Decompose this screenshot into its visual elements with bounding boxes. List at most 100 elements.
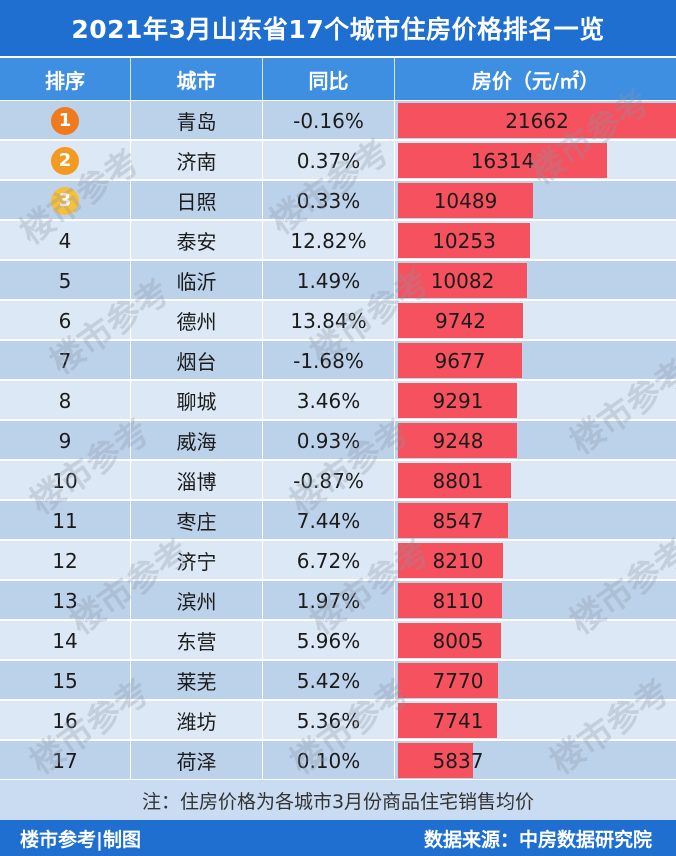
medal-badge-icon: 2 <box>51 146 79 175</box>
rank-cell: 10 <box>0 461 131 500</box>
table-row: 14 东营 5.96% 8005 <box>0 621 676 660</box>
table-row: 5 临沂 1.49% 10082 <box>0 261 676 300</box>
city-label: 东营 <box>131 621 263 660</box>
medal-badge-icon: 3 <box>51 186 79 215</box>
price-value-label: 7770 <box>432 668 484 693</box>
price-value-label: 8005 <box>432 628 484 653</box>
yoy-value: 5.36% <box>263 701 395 740</box>
rank-cell: 4 <box>0 221 131 260</box>
price-bar <box>398 103 676 138</box>
price-value-label: 8210 <box>432 548 484 573</box>
rank-cell: 13 <box>0 581 131 620</box>
price-bar <box>398 223 530 258</box>
price-value-label: 10082 <box>430 268 495 293</box>
rank-cell: 9 <box>0 421 131 460</box>
price-bar <box>398 383 517 418</box>
price-bar <box>398 703 497 738</box>
footnote: 注：住房价格为各城市3月份商品住宅销售均价 <box>0 780 676 820</box>
yoy-value: 1.97% <box>263 581 395 620</box>
price-value-label: 21662 <box>505 108 569 133</box>
price-bar <box>398 663 498 698</box>
yoy-value: 3.46% <box>263 381 395 420</box>
yoy-value: 0.93% <box>263 421 395 460</box>
price-value-label: 7741 <box>432 708 484 733</box>
yoy-value: -1.68% <box>263 341 395 380</box>
city-label: 潍坊 <box>131 701 263 740</box>
header-rank: 排序 <box>0 58 131 100</box>
table-row: 6 德州 13.84% 9742 <box>0 301 676 340</box>
price-bar <box>398 143 607 178</box>
price-bar <box>398 183 533 218</box>
city-label: 德州 <box>131 301 263 340</box>
price-bar <box>398 583 502 618</box>
price-value-label: 9742 <box>435 308 486 333</box>
footer-bar: 楼市参考|制图 数据来源：中房数据研究院 <box>0 820 676 856</box>
price-value-label: 10253 <box>432 228 496 253</box>
price-value-label: 8801 <box>432 468 484 493</box>
price-value-label: 16314 <box>470 148 535 173</box>
price-value-label: 8547 <box>432 508 484 533</box>
city-label: 泰安 <box>131 221 263 260</box>
price-bar <box>398 343 522 378</box>
table-row: 11 枣庄 7.44% 8547 <box>0 501 676 540</box>
city-label: 莱芜 <box>131 661 263 700</box>
yoy-value: 6.72% <box>263 541 395 580</box>
table-row: 12 济宁 6.72% 8210 <box>0 541 676 580</box>
yoy-value: 0.10% <box>263 741 395 780</box>
header-price: 房价（元/㎡） <box>471 68 600 93</box>
city-label: 日照 <box>131 181 263 220</box>
city-label: 荷泽 <box>131 741 263 780</box>
city-label: 济南 <box>131 141 263 180</box>
yoy-value: 5.96% <box>263 621 395 660</box>
city-label: 枣庄 <box>131 501 263 540</box>
price-bar <box>398 303 523 338</box>
price-bar <box>398 423 517 458</box>
rank-cell: 12 <box>0 541 131 580</box>
city-label: 济宁 <box>131 541 263 580</box>
rank-cell: 1 <box>0 101 131 140</box>
rank-cell: 5 <box>0 261 131 300</box>
table-row: 1 青岛 -0.16% 21662 <box>0 101 676 140</box>
yoy-value: 7.44% <box>263 501 395 540</box>
table-row: 8 聊城 3.46% 9291 <box>0 381 676 420</box>
price-value-label: 9248 <box>432 428 484 453</box>
price-value-label: 9291 <box>432 388 484 413</box>
city-label: 淄博 <box>131 461 263 500</box>
rank-cell: 7 <box>0 341 131 380</box>
yoy-value: -0.87% <box>263 461 395 500</box>
yoy-value: 13.84% <box>263 301 395 340</box>
yoy-value: 0.37% <box>263 141 395 180</box>
rank-cell: 14 <box>0 621 131 660</box>
rank-cell: 8 <box>0 381 131 420</box>
yoy-value: -0.16% <box>263 101 395 140</box>
price-value-label: 9677 <box>434 348 486 373</box>
rank-cell: 11 <box>0 501 131 540</box>
city-label: 临沂 <box>131 261 263 300</box>
price-bar <box>398 623 501 658</box>
table-row: 2 济南 0.37% 16314 <box>0 141 676 180</box>
city-label: 聊城 <box>131 381 263 420</box>
header-yoy: 同比 <box>263 58 395 100</box>
table-row: 3 日照 0.33% 10489 <box>0 181 676 220</box>
chart-title: 2021年3月山东省17个城市住房价格排名一览 <box>0 0 676 56</box>
header-city: 城市 <box>131 58 263 100</box>
table-row: 7 烟台 -1.68% 9677 <box>0 341 676 380</box>
price-bar <box>398 543 503 578</box>
table-row: 15 莱芜 5.42% 7770 <box>0 661 676 700</box>
table-row: 9 威海 0.93% 9248 <box>0 421 676 460</box>
rank-cell: 15 <box>0 661 131 700</box>
footer-source: 数据来源：中房数据研究院 <box>423 828 652 851</box>
table-row: 13 滨州 1.97% 8110 <box>0 581 676 620</box>
table-row: 10 淄博 -0.87% 8801 <box>0 461 676 500</box>
price-bar <box>398 463 511 498</box>
yoy-value: 1.49% <box>263 261 395 300</box>
price-value-label: 5837 <box>432 748 484 773</box>
rank-cell: 16 <box>0 701 131 740</box>
yoy-value: 0.33% <box>263 181 395 220</box>
table-header: 排序 城市 同比 房价（元/㎡） <box>0 58 676 100</box>
city-label: 威海 <box>131 421 263 460</box>
table-row: 16 潍坊 5.36% 7741 <box>0 701 676 740</box>
table-row: 4 泰安 12.82% 10253 <box>0 221 676 260</box>
rank-cell: 17 <box>0 741 131 780</box>
city-label: 青岛 <box>131 101 263 140</box>
